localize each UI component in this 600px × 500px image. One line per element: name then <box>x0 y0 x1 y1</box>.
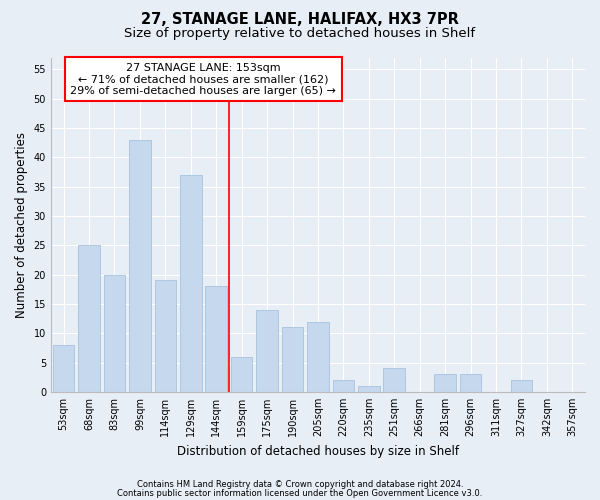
Bar <box>434 374 456 392</box>
Bar <box>383 368 405 392</box>
Y-axis label: Number of detached properties: Number of detached properties <box>15 132 28 318</box>
Bar <box>129 140 151 392</box>
Text: Size of property relative to detached houses in Shelf: Size of property relative to detached ho… <box>124 28 476 40</box>
Text: Contains public sector information licensed under the Open Government Licence v3: Contains public sector information licen… <box>118 488 482 498</box>
Bar <box>53 345 74 392</box>
Bar <box>358 386 380 392</box>
Text: 27, STANAGE LANE, HALIFAX, HX3 7PR: 27, STANAGE LANE, HALIFAX, HX3 7PR <box>141 12 459 28</box>
Text: 27 STANAGE LANE: 153sqm
← 71% of detached houses are smaller (162)
29% of semi-d: 27 STANAGE LANE: 153sqm ← 71% of detache… <box>70 62 336 96</box>
Bar <box>460 374 481 392</box>
Bar <box>104 274 125 392</box>
Bar <box>78 246 100 392</box>
Bar <box>307 322 329 392</box>
Bar <box>231 356 253 392</box>
Bar <box>205 286 227 392</box>
Bar <box>180 175 202 392</box>
Bar <box>155 280 176 392</box>
Bar <box>282 328 304 392</box>
X-axis label: Distribution of detached houses by size in Shelf: Distribution of detached houses by size … <box>177 444 459 458</box>
Text: Contains HM Land Registry data © Crown copyright and database right 2024.: Contains HM Land Registry data © Crown c… <box>137 480 463 489</box>
Bar <box>511 380 532 392</box>
Bar <box>332 380 354 392</box>
Bar <box>256 310 278 392</box>
